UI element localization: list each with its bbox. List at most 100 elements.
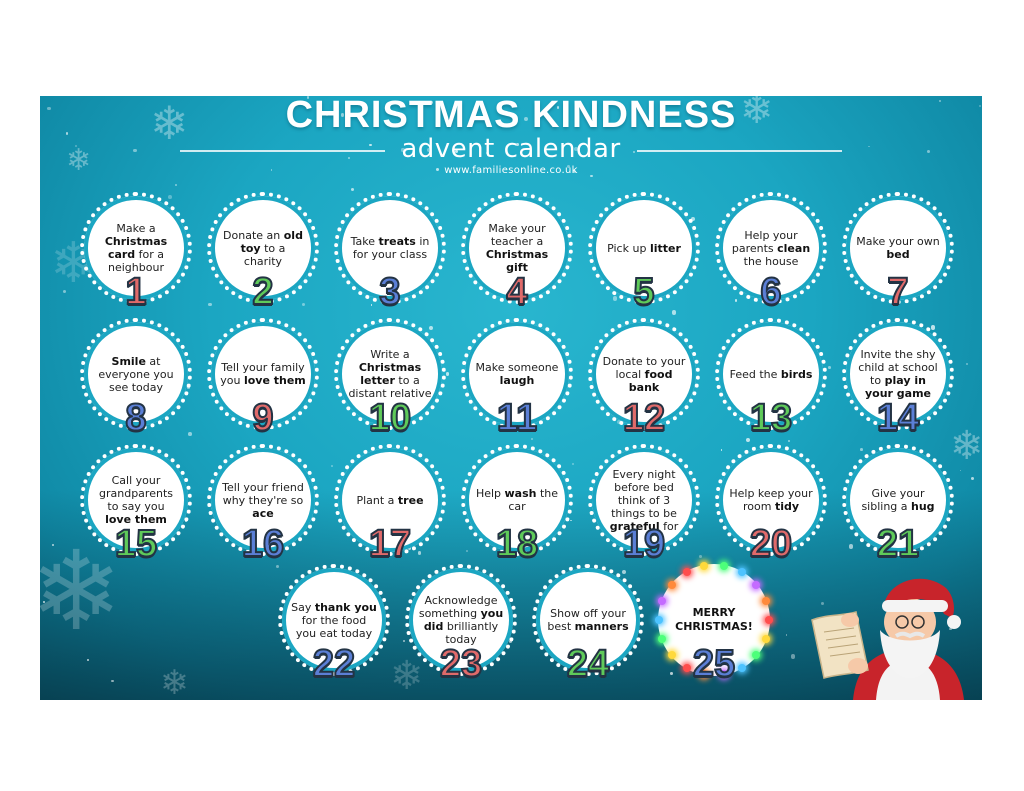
snow-dot (848, 544, 854, 549)
day-circle: Donate to your local food bank (588, 318, 700, 430)
task-text: to a distant relative (348, 374, 432, 400)
snow-dot (820, 601, 824, 606)
page-subtitle: advent calendar (401, 134, 621, 164)
snow-dot (670, 672, 674, 676)
snow-dot (325, 113, 328, 116)
day-1: Make a Christmas card for a neighbour 1 (80, 192, 192, 314)
day-number: 11 (496, 397, 538, 439)
task-highlight: grateful (609, 519, 660, 533)
day-circle: Acknowledge something you did brilliantl… (405, 564, 517, 676)
day-number: 3 (378, 271, 401, 313)
day-21: Give your sibling a hug 21 (842, 444, 954, 566)
day-22: Say thank you for the food you eat today… (278, 564, 390, 686)
snow-dot (331, 465, 333, 467)
kindness-task: Say thank you for the food you eat today (291, 601, 377, 640)
task-highlight: Christmas gift (485, 248, 549, 274)
snow-dot (788, 439, 791, 442)
day-circle: Write a Christmas letter to a distant re… (334, 318, 446, 430)
task-text: Tell your family you (220, 361, 305, 387)
snow-dot (401, 148, 405, 152)
light-bulb (700, 561, 709, 570)
task-highlight: tidy (774, 500, 800, 513)
day-24: Show off your best manners 24 (532, 564, 644, 686)
snowflake-icon: ❄ (40, 527, 123, 655)
day-number: 23 (439, 643, 483, 685)
day-11: Make someone laugh 11 (461, 318, 573, 440)
day-number: 10 (368, 397, 412, 439)
kindness-task: Make a Christmas card for a neighbour (93, 222, 179, 274)
snow-dot (466, 550, 469, 553)
day-circle: Tell your family you love them (207, 318, 319, 430)
day-number: 9 (251, 397, 274, 439)
light-bulb (765, 616, 773, 624)
task-text: for a neighbour (108, 248, 165, 274)
day-14: Invite the shy child at school to play i… (842, 318, 954, 440)
task-text: Call your grandparents to say you (99, 474, 173, 513)
advent-calendar-poster: ❄ ❄ ❄ ❄ ❄ ❄ ❄ ❄ CHRISTMAS KINDNESS adven… (40, 96, 982, 700)
kindness-task: Help keep your room tidy (728, 487, 814, 513)
day-circle: Invite the shy child at school to play i… (842, 318, 954, 430)
day-circle: Donate an old toy to a charity (207, 192, 319, 304)
day-number: 24 (566, 643, 610, 685)
light-bulb (658, 597, 667, 606)
day-circle: Help keep your room tidy (715, 444, 827, 556)
snow-dot (868, 145, 870, 148)
snow-dot (515, 143, 519, 146)
snow-dot (567, 165, 571, 169)
snow-dot (970, 477, 974, 481)
snowflake-icon: ❄ (950, 423, 982, 469)
task-text: Tell your friend why they're so (222, 480, 304, 507)
kindness-task: Tell your family you love them (220, 361, 306, 387)
day-9: Tell your family you love them 9 (207, 318, 319, 440)
divider-right (637, 150, 842, 152)
kindness-task: Pick up litter (601, 242, 687, 255)
day-number: 14 (876, 397, 920, 439)
day-circle: Plant a tree (334, 444, 446, 556)
day-circle: Give your sibling a hug (842, 444, 954, 556)
light-bulb (761, 597, 770, 606)
snow-dot (734, 298, 738, 302)
day-number: 22 (312, 643, 356, 685)
snow-dot (348, 157, 351, 159)
day-8: Smile at everyone you see today 8 (80, 318, 192, 440)
kindness-task: Plant a tree (347, 494, 433, 507)
day-number: 18 (495, 523, 539, 565)
snow-dot (369, 143, 372, 147)
day-number: 13 (749, 397, 793, 439)
website-link[interactable]: www.familiesonline.co.uk (444, 165, 578, 176)
task-text: Feed the (729, 367, 781, 381)
snow-dot (276, 564, 280, 568)
merry-christmas-text: MERRY CHRISTMAS! (675, 606, 753, 633)
snow-dot (168, 194, 173, 199)
day-circle: Make a Christmas card for a neighbour (80, 192, 192, 304)
day-number: 25 (692, 643, 736, 685)
kindness-task: Every night before bed think of 3 things… (601, 468, 687, 533)
day-number: 8 (124, 397, 147, 439)
day-6: Help your parents clean the house 6 (715, 192, 827, 314)
task-text: Make your own (856, 235, 940, 248)
task-text: Donate to your local (602, 354, 686, 381)
snow-dot (306, 96, 310, 99)
snow-dot (429, 101, 433, 104)
task-text: brilliantly today (443, 620, 499, 646)
day-17: Plant a tree 17 (334, 444, 446, 566)
day-7: Make your own bed 7 (842, 192, 954, 314)
snow-dot (87, 659, 90, 662)
task-text: Show off your best (547, 607, 626, 633)
light-bulb (667, 651, 676, 660)
task-text: to a charity (243, 241, 286, 268)
snow-dot (859, 448, 863, 452)
snow-dot (51, 543, 54, 546)
day-circle: Smile at everyone you see today (80, 318, 192, 430)
day-number: 5 (632, 271, 655, 313)
snow-dot (745, 438, 750, 443)
task-text: at everyone you see today (98, 354, 174, 394)
kindness-task: Show off your best manners (545, 607, 631, 633)
day-number: 6 (759, 271, 782, 313)
snow-dot (530, 437, 533, 440)
snow-dot (47, 106, 51, 111)
kindness-task: Donate to your local food bank (601, 355, 687, 394)
task-text: Make your teacher a (488, 222, 546, 248)
day-number: 16 (241, 523, 285, 565)
task-highlight: old toy (240, 228, 303, 255)
